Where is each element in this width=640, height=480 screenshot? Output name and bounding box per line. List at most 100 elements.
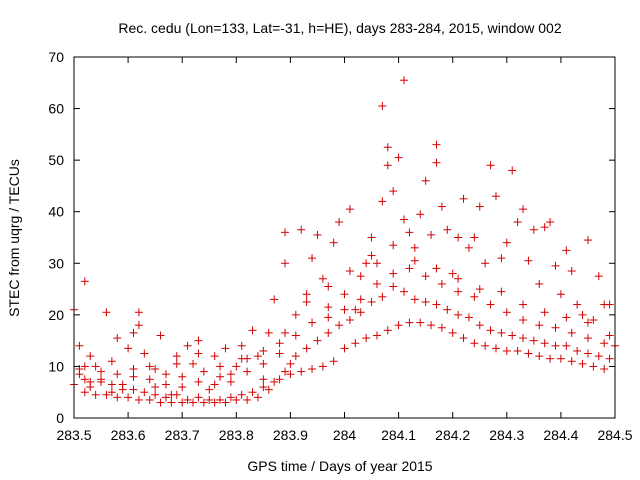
data-point	[172, 390, 181, 399]
data-point	[270, 377, 279, 386]
data-point	[454, 287, 463, 296]
data-point	[372, 279, 381, 288]
data-point	[470, 233, 479, 242]
data-point	[491, 192, 500, 201]
data-point	[427, 230, 436, 239]
data-point	[454, 310, 463, 319]
data-point	[405, 264, 414, 273]
data-point	[264, 328, 273, 337]
data-point	[189, 359, 198, 368]
data-point	[502, 346, 511, 355]
data-point	[129, 328, 138, 337]
data-point	[519, 316, 528, 325]
data-point	[194, 393, 203, 402]
data-point	[448, 269, 457, 278]
data-point	[102, 390, 111, 399]
data-point	[205, 395, 214, 404]
data-point	[400, 287, 409, 296]
y-tick-label: 70	[48, 49, 64, 65]
data-point	[308, 254, 317, 263]
data-point	[475, 202, 484, 211]
data-point	[324, 303, 333, 312]
data-point	[432, 264, 441, 273]
data-point	[583, 334, 592, 343]
data-point	[318, 362, 327, 371]
data-point	[329, 238, 338, 247]
data-point	[416, 210, 425, 219]
data-point	[421, 176, 430, 185]
data-point	[367, 297, 376, 306]
data-point	[535, 352, 544, 361]
data-point	[394, 321, 403, 330]
data-point	[145, 395, 154, 404]
data-point	[167, 398, 176, 407]
data-point	[129, 372, 138, 381]
data-point	[302, 297, 311, 306]
data-point	[178, 398, 187, 407]
data-point	[318, 274, 327, 283]
data-point	[80, 388, 89, 397]
data-point	[589, 362, 598, 371]
data-point	[600, 365, 609, 374]
data-point	[124, 393, 133, 402]
data-point	[362, 259, 371, 268]
data-point	[535, 321, 544, 330]
data-point	[513, 218, 522, 227]
data-point	[524, 349, 533, 358]
data-point	[372, 331, 381, 340]
x-tick-label: 283.6	[111, 427, 146, 443]
data-point	[345, 205, 354, 214]
x-tick-label: 284.3	[489, 427, 524, 443]
data-point	[97, 375, 106, 384]
data-point	[529, 225, 538, 234]
data-point	[389, 269, 398, 278]
data-point	[502, 308, 511, 317]
data-point	[118, 380, 127, 389]
data-point	[199, 367, 208, 376]
data-point	[183, 395, 192, 404]
x-axis-label: GPS time / Days of year 2015	[247, 458, 432, 474]
data-point	[551, 261, 560, 270]
x-tick-label: 283.7	[165, 427, 200, 443]
data-point	[405, 228, 414, 237]
data-point	[367, 233, 376, 242]
data-point	[367, 251, 376, 260]
data-point	[324, 328, 333, 337]
data-point	[340, 305, 349, 314]
data-point	[210, 380, 219, 389]
data-point	[383, 326, 392, 335]
data-point	[134, 395, 143, 404]
data-point	[210, 398, 219, 407]
data-point	[486, 161, 495, 170]
data-point	[172, 352, 181, 361]
data-point	[345, 267, 354, 276]
data-point	[351, 305, 360, 314]
y-tick-label: 40	[48, 204, 64, 220]
data-point	[80, 362, 89, 371]
data-point	[546, 354, 555, 363]
data-point	[308, 318, 317, 327]
y-axis-label: STEC from uqrg / TECUs	[6, 159, 22, 317]
data-point	[356, 272, 365, 281]
data-point	[275, 375, 284, 384]
data-point	[151, 390, 160, 399]
data-point	[470, 292, 479, 301]
data-point	[562, 246, 571, 255]
data-point	[356, 295, 365, 304]
data-point	[259, 383, 268, 392]
data-point	[540, 339, 549, 348]
data-point	[80, 375, 89, 384]
y-tick-label: 0	[56, 410, 64, 426]
data-point	[75, 341, 84, 350]
data-point	[291, 331, 300, 340]
data-point	[594, 352, 603, 361]
data-point	[448, 328, 457, 337]
data-point	[524, 256, 533, 265]
data-point	[113, 393, 122, 402]
data-point	[535, 279, 544, 288]
data-point	[113, 370, 122, 379]
data-point	[243, 395, 252, 404]
data-point	[302, 344, 311, 353]
data-point	[497, 328, 506, 337]
data-point	[481, 341, 490, 350]
